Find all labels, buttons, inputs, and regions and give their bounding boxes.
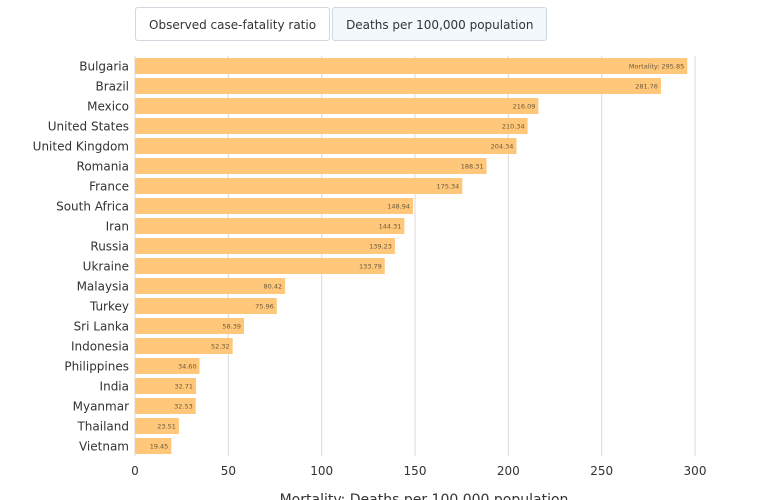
bar — [135, 438, 172, 454]
bar — [135, 178, 463, 194]
bar — [135, 198, 414, 214]
category-label: Indonesia — [71, 340, 129, 354]
x-tick-label: 0 — [131, 464, 139, 478]
category-label: India — [100, 380, 129, 394]
case-fatality-ratio-button[interactable]: Observed case-fatality ratio — [135, 7, 331, 41]
data-label: 32.71 — [174, 383, 193, 391]
data-label: 175.34 — [437, 183, 460, 191]
metric-toggle-group: Observed case-fatality ratio Deaths per … — [135, 7, 548, 41]
bar — [135, 258, 385, 274]
data-label: 58.39 — [222, 323, 241, 331]
data-label: 216.09 — [513, 103, 536, 111]
bar — [135, 318, 244, 334]
bar — [135, 98, 539, 114]
category-label: Thailand — [76, 420, 129, 434]
data-labels: Mortality: 295.85 281.76 216.09 210.34 204.3… — [150, 63, 685, 451]
data-label: 23.51 — [157, 423, 176, 431]
grid-lines — [134, 56, 696, 456]
bar — [135, 278, 286, 294]
category-label: Sri Lanka — [74, 320, 129, 334]
x-tick-label: 50 — [221, 464, 236, 478]
data-label: 52.32 — [211, 343, 230, 351]
data-label: 75.96 — [255, 303, 274, 311]
data-label: 148.94 — [387, 203, 410, 211]
data-label: 144.31 — [379, 223, 402, 231]
data-label: 210.34 — [502, 123, 525, 131]
bar — [135, 118, 528, 134]
x-tick-label: 150 — [404, 464, 427, 478]
data-label: 204.34 — [491, 143, 514, 151]
bar — [135, 218, 405, 234]
category-label: South Africa — [56, 200, 129, 214]
x-axis-title: Mortality: Deaths per 100,000 population — [280, 492, 569, 500]
x-tick-labels: 0 50 100 150 200 250 300 — [131, 464, 706, 478]
data-label: Mortality: 295.85 — [629, 63, 684, 71]
x-tick-label: 300 — [684, 464, 707, 478]
category-label: Turkey — [89, 300, 129, 314]
category-label: Malaysia — [77, 280, 129, 294]
bar — [135, 398, 196, 414]
category-label: Bulgaria — [79, 60, 129, 74]
data-label: 32.53 — [174, 403, 193, 411]
category-labels: Bulgaria Brazil Mexico United States United … — [33, 60, 129, 454]
category-label: Russia — [90, 240, 129, 254]
bar — [135, 378, 197, 394]
category-label: Ukraine — [83, 260, 129, 274]
data-label: 281.76 — [635, 83, 658, 91]
category-label: Brazil — [96, 80, 130, 94]
data-label: 188.31 — [461, 163, 484, 171]
bar — [135, 158, 487, 174]
deaths-per-100k-button[interactable]: Deaths per 100,000 population — [332, 7, 548, 41]
bar — [135, 338, 233, 354]
x-tick-label: 250 — [590, 464, 613, 478]
category-label: Myanmar — [73, 400, 129, 414]
data-label: 80.42 — [264, 283, 283, 291]
category-label: Romania — [77, 160, 129, 174]
category-label: United States — [48, 120, 129, 134]
category-label: Vietnam — [79, 440, 129, 454]
bars — [135, 58, 688, 454]
x-tick-label: 100 — [310, 464, 333, 478]
bar — [135, 138, 517, 154]
bar — [135, 238, 395, 254]
data-label: 19.45 — [150, 443, 169, 451]
category-label: Mexico — [87, 100, 129, 114]
bar — [135, 78, 661, 94]
bar — [135, 418, 179, 434]
x-tick-label: 200 — [497, 464, 520, 478]
bar — [135, 358, 200, 374]
category-label: Iran — [106, 220, 129, 234]
data-label: 34.60 — [178, 363, 197, 371]
category-label: United Kingdom — [33, 140, 129, 154]
category-label: France — [89, 180, 129, 194]
bar — [135, 58, 688, 74]
data-label: 139.23 — [369, 243, 392, 251]
data-label: 133.79 — [359, 263, 382, 271]
category-label: Philippines — [64, 360, 129, 374]
bar — [135, 298, 277, 314]
